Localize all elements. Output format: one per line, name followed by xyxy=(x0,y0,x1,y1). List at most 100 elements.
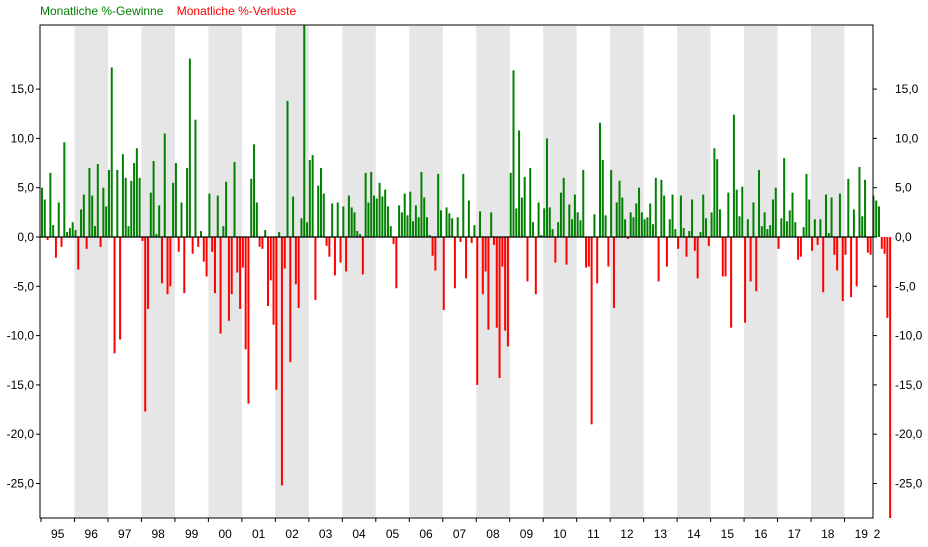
bar-gain xyxy=(43,199,46,237)
bar-loss xyxy=(492,236,495,245)
bar-gain xyxy=(802,227,805,237)
bar-loss xyxy=(280,236,283,486)
bar-gain xyxy=(96,164,99,237)
year-band xyxy=(543,26,577,518)
bar-loss xyxy=(213,236,216,294)
bar-gain xyxy=(878,206,880,237)
bar-gain xyxy=(414,205,417,237)
bar-gain xyxy=(808,199,811,237)
bar-gain xyxy=(398,205,401,237)
bar-loss xyxy=(866,236,869,253)
bar-gain xyxy=(646,217,649,237)
bar-gain xyxy=(451,218,454,237)
bar-gain xyxy=(384,189,387,237)
bar-gain xyxy=(174,163,177,237)
bar-gain xyxy=(52,225,55,237)
bar-gain xyxy=(133,163,136,237)
bar-gain xyxy=(370,171,373,237)
bar-loss xyxy=(836,236,839,271)
bar-loss xyxy=(266,236,269,307)
bar-gain xyxy=(200,231,203,237)
bar-gain xyxy=(194,119,197,237)
bar-gain xyxy=(350,207,353,237)
x-tick-label: 17 xyxy=(788,527,802,541)
bar-gain xyxy=(311,155,314,237)
bar-loss xyxy=(46,236,49,240)
bar-gain xyxy=(652,224,654,237)
bar-loss xyxy=(289,236,292,363)
bar-gain xyxy=(336,202,339,237)
y-tick-label-right: 10,0 xyxy=(895,131,919,145)
bar-gain xyxy=(107,169,110,237)
bar-gain xyxy=(320,167,322,237)
bar-gain xyxy=(152,161,155,237)
bar-gain xyxy=(448,213,451,237)
bar-gain xyxy=(473,225,476,237)
y-tick-label-right: -25,0 xyxy=(895,476,923,490)
bar-loss xyxy=(841,236,844,302)
bar-gain xyxy=(41,187,43,237)
bar-loss xyxy=(504,236,507,331)
bar-loss xyxy=(484,236,487,272)
bar-loss xyxy=(166,236,169,295)
bar-gain xyxy=(82,194,85,237)
bar-gain xyxy=(663,195,666,237)
bar-gain xyxy=(691,199,694,237)
bar-gain xyxy=(278,232,281,237)
bar-gain xyxy=(551,229,554,237)
bar-gain xyxy=(769,225,772,237)
bar-gain xyxy=(367,202,370,237)
bar-gain xyxy=(716,159,719,237)
bar-gain xyxy=(359,234,362,237)
bar-loss xyxy=(211,236,214,252)
year-band xyxy=(610,26,644,518)
bar-loss xyxy=(272,236,275,325)
bar-gain xyxy=(364,172,367,237)
bar-gain xyxy=(462,173,465,237)
bar-loss xyxy=(883,236,886,254)
bar-loss xyxy=(470,236,473,243)
bar-loss xyxy=(665,236,668,267)
x-tick-label: 19 xyxy=(855,527,869,541)
bar-loss xyxy=(333,236,336,276)
bar-loss xyxy=(60,236,63,247)
bar-gain xyxy=(774,187,777,237)
bar-loss xyxy=(850,236,853,298)
y-tick-label-left: 0,0 xyxy=(17,230,34,244)
bar-gain xyxy=(331,203,334,237)
bar-gain xyxy=(599,122,601,237)
bar-gain xyxy=(794,222,797,237)
bar-gain xyxy=(668,219,671,237)
bar-loss xyxy=(822,236,825,293)
bar-gain xyxy=(49,172,52,237)
year-band xyxy=(677,26,711,518)
bar-gain xyxy=(400,212,403,237)
y-tick-label-left: 15,0 xyxy=(11,82,35,96)
bar-loss xyxy=(275,236,278,390)
bar-gain xyxy=(827,233,830,237)
bar-gain xyxy=(746,219,749,237)
bar-gain xyxy=(264,230,267,237)
bar-loss xyxy=(626,236,629,239)
bar-gain xyxy=(373,195,375,237)
bar-gain xyxy=(518,130,521,237)
bar-gain xyxy=(255,202,258,237)
bar-gain xyxy=(640,212,643,237)
bar-loss xyxy=(526,236,529,282)
bar-loss xyxy=(459,236,462,242)
bar-gain xyxy=(604,215,607,237)
x-tick-label: 15 xyxy=(721,527,735,541)
bar-gain xyxy=(216,195,219,237)
bar-loss xyxy=(696,236,699,279)
bar-loss xyxy=(693,236,696,251)
bar-gain xyxy=(57,202,60,237)
bar-loss xyxy=(395,236,398,289)
bar-gain xyxy=(679,195,682,237)
bar-loss xyxy=(721,236,724,277)
bar-loss xyxy=(269,236,272,281)
bar-loss xyxy=(886,236,889,318)
bar-gain xyxy=(579,220,582,237)
bar-gain xyxy=(682,228,685,237)
bar-gain xyxy=(532,222,535,237)
